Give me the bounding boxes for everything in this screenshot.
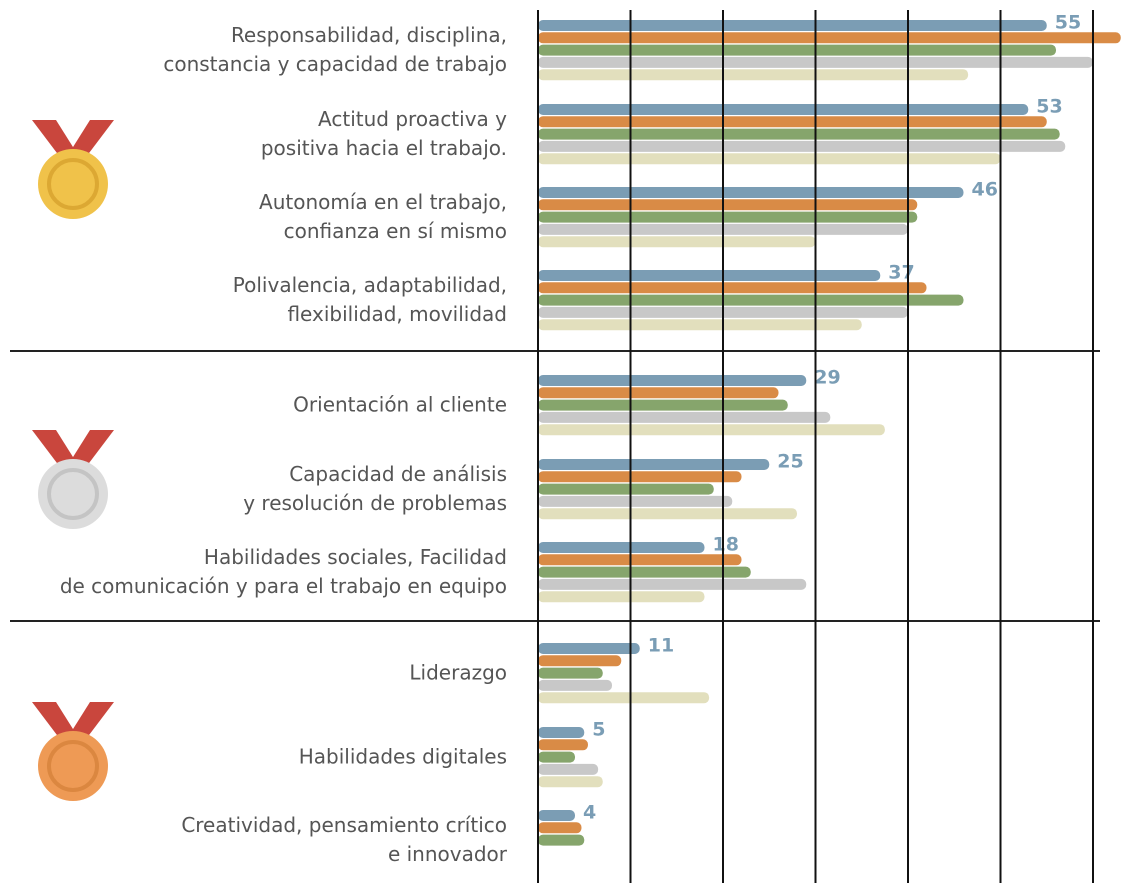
bar: [538, 655, 622, 667]
bar: [538, 554, 742, 566]
value-label: 4: [583, 802, 596, 824]
bar: [538, 236, 816, 248]
bar: [538, 508, 797, 520]
value-label: 11: [648, 635, 674, 657]
bar: [538, 294, 964, 306]
bar: [538, 667, 603, 679]
bar: [538, 591, 705, 603]
category-label: Autonomía en el trabajo, confianza en sí…: [259, 190, 507, 244]
bar: [538, 375, 807, 386]
category-label: Capacidad de análisis y resolución de pr…: [243, 462, 507, 516]
value-label: 25: [777, 451, 803, 473]
bar: [538, 199, 918, 211]
bar: [538, 483, 714, 495]
value-label: 18: [713, 534, 739, 556]
category-label: Orientación al cliente: [293, 392, 507, 417]
bar: [538, 104, 1029, 115]
bar: [538, 566, 751, 578]
bar: [538, 282, 927, 294]
bar: [538, 411, 831, 423]
bronze-medal: [32, 702, 114, 801]
bar: [538, 153, 1001, 165]
bar: [538, 822, 582, 834]
category-label: Polivalencia, adaptabilidad, flexibilida…: [232, 273, 507, 327]
bar: [538, 128, 1060, 140]
bar: [538, 69, 969, 81]
value-label: 5: [592, 719, 605, 741]
bar: [538, 643, 640, 654]
bar: [538, 578, 807, 590]
bar: [538, 471, 742, 483]
category-label: Creatividad, pensamiento crítico e innov…: [181, 813, 507, 867]
bar: [538, 399, 788, 411]
value-label: 55: [1055, 12, 1081, 34]
bar: [538, 44, 1056, 56]
bar: [538, 20, 1047, 31]
bar: [538, 32, 1121, 44]
bar: [538, 751, 575, 763]
bar: [538, 692, 710, 704]
category-label: Liderazgo: [409, 660, 507, 685]
category-label: Responsabilidad, disciplina, constancia …: [163, 23, 507, 77]
bar: [538, 542, 705, 553]
gold-medal: [32, 120, 114, 219]
bar: [538, 495, 733, 507]
bar: [538, 270, 881, 281]
bar: [538, 319, 862, 331]
bar: [538, 387, 779, 399]
bar: [538, 459, 770, 470]
value-label: 37: [888, 262, 914, 284]
bar: [538, 187, 964, 198]
category-label: Habilidades sociales, Facilidad de comun…: [59, 545, 507, 599]
bar: [538, 834, 585, 846]
bar: [538, 739, 588, 751]
bar: [538, 727, 585, 738]
value-label: 29: [814, 367, 840, 389]
bar: [538, 776, 603, 788]
category-label: Actitud proactiva y positiva hacia el tr…: [260, 107, 507, 161]
bar: [538, 116, 1047, 128]
silver-medal: [32, 430, 114, 529]
bar: [538, 211, 918, 223]
value-label: 53: [1036, 96, 1062, 118]
bar: [538, 679, 612, 691]
bar: [538, 810, 575, 821]
bar: [538, 763, 599, 775]
value-label: 46: [972, 179, 998, 201]
bar: [538, 140, 1066, 152]
bar: [538, 424, 885, 436]
category-label: Habilidades digitales: [298, 744, 507, 769]
